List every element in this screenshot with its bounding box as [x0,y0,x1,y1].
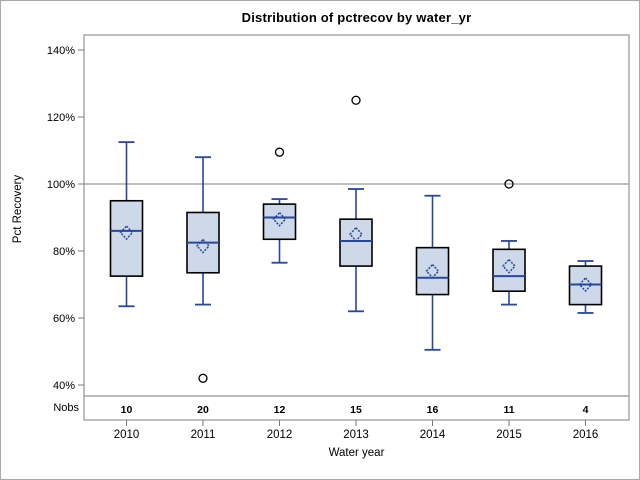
nobs-value: 15 [350,404,362,416]
mean-diamond-marker [425,263,440,279]
x-tick-label: 2010 [114,429,140,441]
nobs-value: 4 [583,404,589,416]
outlier-point [351,95,361,105]
mean-diamond-marker [501,258,517,274]
iqr-box-2012 [262,203,297,241]
x-tick-label: 2013 [343,429,369,441]
iqr-box-2015 [492,248,526,292]
mean-diamond-marker [578,276,593,293]
nobs-row-label: Nobs [53,402,79,414]
x-tick-label: 2012 [267,429,293,441]
y-tick-label: 80% [53,246,75,258]
nobs-value: 12 [274,404,286,416]
y-tick-label: 120% [47,112,75,124]
nobs-value: 20 [197,404,209,416]
x-tick-label: 2016 [573,429,599,441]
y-tick-label: 60% [53,313,75,325]
x-tick-label: 2015 [496,429,522,441]
mean-diamond-marker [195,238,211,254]
mean-diamond-marker [348,226,364,242]
x-axis-label: Water year [328,447,385,459]
nobs-value: 16 [427,404,439,416]
outlier-point [274,147,285,157]
outlier-point [504,179,514,189]
nobs-value: 10 [121,404,133,416]
iqr-box-2013 [339,218,373,267]
x-tick-label: 2014 [420,429,446,441]
x-tick-label: 2011 [191,429,216,441]
y-tick-label: 100% [47,179,75,191]
nobs-value: 11 [503,404,514,416]
mean-diamond-marker [272,211,287,227]
mean-diamond-marker [119,224,134,241]
outlier-point [198,373,208,383]
y-tick-label: 40% [53,380,75,392]
iqr-box-2014 [415,246,450,296]
chart-title: Distribution of pctrecov by water_yr [241,10,472,25]
y-tick-label: 140% [47,45,75,57]
